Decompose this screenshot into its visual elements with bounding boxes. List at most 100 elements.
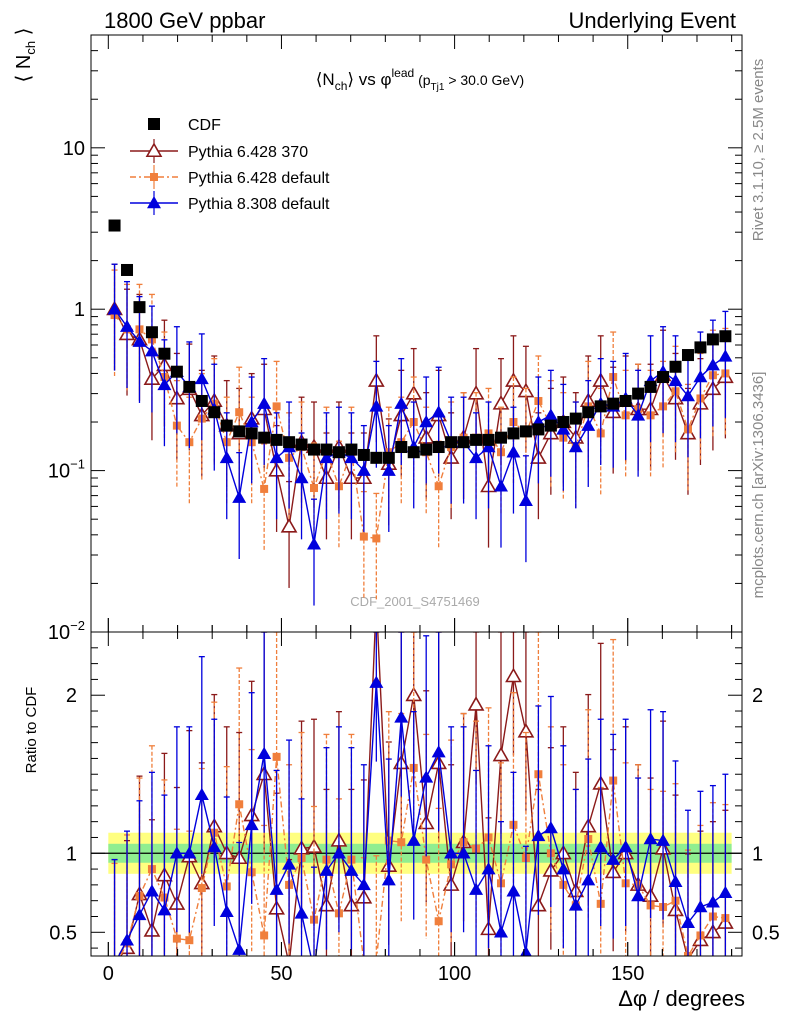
data-point xyxy=(359,532,368,541)
data-point xyxy=(543,408,558,421)
ratio-y-tick-label-right: 1 xyxy=(752,843,763,865)
data-point xyxy=(445,436,458,449)
legend: CDF Pythia 6.428 370 Pythia 6.428 default P… xyxy=(130,117,330,215)
data-point xyxy=(632,387,645,400)
y-tick-label: 1 xyxy=(74,299,85,321)
data-point xyxy=(310,484,319,493)
data-point xyxy=(644,380,657,393)
legend-label: Pythia 6.428 default xyxy=(188,170,330,187)
data-point xyxy=(194,371,209,385)
data-point xyxy=(419,770,434,783)
main-data-layer xyxy=(106,219,734,606)
data-point xyxy=(506,884,521,897)
data-point xyxy=(619,394,632,407)
data-point xyxy=(543,820,558,834)
data-point xyxy=(194,787,209,801)
data-point xyxy=(517,722,535,738)
data-point xyxy=(260,931,269,940)
data-point xyxy=(369,675,384,688)
data-point xyxy=(456,846,471,859)
data-point xyxy=(280,517,298,533)
data-point xyxy=(144,344,159,357)
y-tick-label: 10−1 xyxy=(48,457,85,483)
data-point xyxy=(406,833,421,846)
data-point xyxy=(531,828,546,842)
data-point xyxy=(606,852,621,865)
data-point xyxy=(706,333,719,346)
data-point xyxy=(643,832,658,845)
data-point xyxy=(556,862,571,875)
data-point xyxy=(680,388,695,402)
data-point xyxy=(532,423,545,436)
data-point xyxy=(556,422,571,435)
data-point xyxy=(244,415,259,428)
data-point xyxy=(469,882,484,895)
data-point xyxy=(693,900,708,913)
data-point xyxy=(233,425,246,438)
data-point xyxy=(158,347,171,360)
data-point xyxy=(157,903,172,916)
data-point xyxy=(431,745,446,758)
data-point xyxy=(705,895,720,908)
data-point xyxy=(356,877,371,891)
data-point xyxy=(444,846,459,859)
data-point xyxy=(120,933,135,946)
data-point xyxy=(668,373,683,387)
data-point xyxy=(169,846,184,859)
data-point xyxy=(185,936,194,945)
data-point xyxy=(132,907,147,921)
data-point xyxy=(568,440,583,453)
series-3 xyxy=(107,263,733,606)
data-point xyxy=(434,917,443,926)
data-point xyxy=(294,906,309,919)
data-point xyxy=(694,341,707,354)
data-point xyxy=(680,915,695,929)
x-axis-label: Δφ / degrees xyxy=(618,986,745,1011)
data-point xyxy=(470,433,483,446)
data-point xyxy=(150,173,158,181)
data-point xyxy=(431,405,446,418)
ratio-y-tick-label: 2 xyxy=(66,685,77,707)
data-point xyxy=(397,838,406,847)
data-point xyxy=(607,397,620,410)
main-plot-title: ⟨Nch⟩ vs φlead (pTj1 > 30.0 GeV) xyxy=(316,66,524,93)
data-point xyxy=(295,438,308,451)
data-point xyxy=(507,427,520,440)
data-point xyxy=(232,942,247,955)
data-point xyxy=(269,882,284,895)
data-point xyxy=(308,443,321,456)
data-point xyxy=(434,482,443,491)
data-point xyxy=(319,863,334,876)
data-point xyxy=(432,441,445,454)
data-point xyxy=(582,406,595,419)
data-point xyxy=(668,874,683,887)
data-point xyxy=(133,301,146,314)
ratio-y-tick-label-right: 2 xyxy=(752,685,763,707)
data-point xyxy=(492,746,510,762)
data-point xyxy=(294,470,309,484)
data-point xyxy=(718,349,733,362)
data-point xyxy=(356,463,371,476)
ratio-plot-frame xyxy=(90,631,743,957)
data-point xyxy=(395,441,408,454)
data-point xyxy=(320,443,333,456)
data-point xyxy=(235,800,244,809)
data-point xyxy=(369,399,384,412)
data-point xyxy=(394,396,409,409)
main-y-axis: 10−2 10−1 1 10 xyxy=(48,34,742,644)
legend-label: Pythia 8.308 default xyxy=(188,196,330,213)
header-right-title: Underlying Event xyxy=(568,8,736,33)
ratio-series-2 xyxy=(111,632,733,956)
data-point xyxy=(307,537,322,550)
ratio-series-line xyxy=(119,756,726,956)
data-point xyxy=(157,377,172,391)
data-point xyxy=(719,330,732,343)
data-point xyxy=(208,406,221,419)
data-point xyxy=(419,415,434,428)
data-point xyxy=(283,436,296,449)
data-point xyxy=(381,873,396,886)
data-point xyxy=(108,219,121,232)
data-point xyxy=(148,118,160,130)
data-point xyxy=(331,846,346,859)
